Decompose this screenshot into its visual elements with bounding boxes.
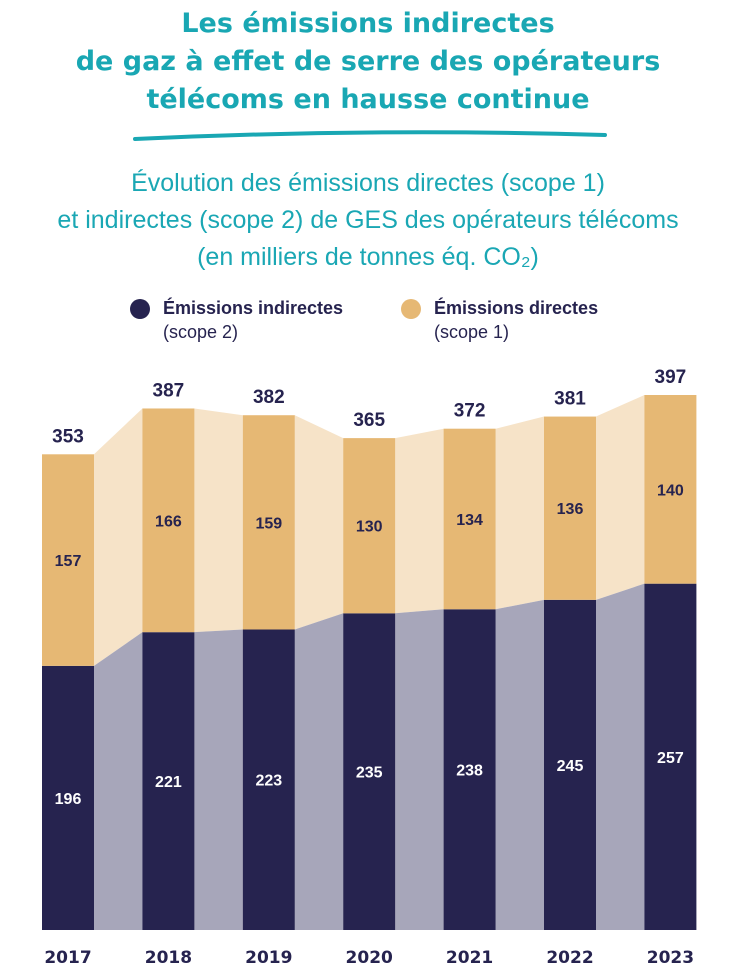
x-tick-label: 2017 [44,948,91,968]
legend-swatch [401,299,421,319]
x-tick-label: 2019 [245,948,292,968]
data-label-indirect: 235 [356,765,383,782]
bar-indirect [242,629,295,930]
title-line: de gaz à effet de serre des opérateurs [75,46,661,77]
data-label-direct: 166 [155,513,182,530]
indirect-connector-band [94,632,143,930]
data-label-direct: 136 [557,501,584,518]
subtitle-line: (en milliers de tonnes éq. CO₂) [197,243,539,271]
indirect-connector-band [294,613,344,930]
direct-connector-band [294,415,344,630]
legend-label: Émissions indirectes [163,298,344,318]
total-label: 365 [353,410,385,431]
main-title: Les émissions indirectes de gaz à effet … [0,5,736,119]
bar-indirect [343,613,396,930]
total-label: 353 [52,426,84,447]
direct-connector-band [596,395,645,600]
indirect-connector-band [596,583,645,930]
subtitle-line: et indirectes (scope 2) de GES des opéra… [57,206,679,234]
total-label: 387 [153,380,185,401]
legend-sublabel: (scope 1) [434,322,510,342]
indirect-connector-band [395,609,444,930]
total-label: 381 [554,389,586,410]
legend-item-direct: Émissions directes (scope 1) [401,296,599,344]
data-label-direct: 157 [55,553,82,570]
legend-swatch [130,299,150,319]
data-label-indirect: 257 [657,750,684,767]
total-label: 397 [655,367,687,388]
bar-indirect [42,665,94,930]
data-label-indirect: 245 [557,758,584,775]
legend-sublabel: (scope 2) [163,322,239,342]
direct-connector-band [194,408,243,633]
bar-direct [242,415,295,630]
bar-direct [443,428,496,610]
indirect-connector-band [495,599,544,930]
data-label-direct: 159 [255,515,282,532]
x-tick-label: 2023 [647,948,694,968]
indirect-connector-band [194,629,243,930]
bar-direct [343,438,396,614]
legend-item-indirect: Émissions indirectes (scope 2) [130,296,344,344]
title-line: télécoms en hausse continue [146,84,590,115]
x-tick-label: 2020 [346,948,393,968]
bar-indirect [544,599,596,930]
data-label-direct: 140 [657,482,684,499]
chart-subtitle: Évolution des émissions directes (scope … [0,165,736,276]
bar-indirect [142,632,195,930]
bar-direct [544,416,596,600]
bar-direct [644,395,697,584]
data-label-indirect: 196 [55,791,82,808]
x-tick-label: 2022 [546,948,593,968]
bar-direct [42,454,94,666]
subtitle-line: Évolution des émissions directes (scope … [131,169,605,197]
data-label-indirect: 221 [155,774,182,791]
x-tick-label: 2021 [446,948,493,968]
title-line: Les émissions indirectes [181,8,555,39]
title-underline [133,130,607,141]
bar-direct [142,408,195,633]
direct-connector-band [94,408,143,666]
bar-indirect [644,583,697,930]
data-label-indirect: 238 [456,763,483,780]
data-label-direct: 134 [456,512,483,529]
x-tick-label: 2018 [145,948,192,968]
direct-connector-band [395,428,444,614]
data-label-indirect: 223 [255,773,282,790]
direct-connector-band [495,416,544,610]
data-label-direct: 130 [356,519,383,536]
total-label: 372 [454,401,486,422]
legend-label: Émissions directes [434,298,599,318]
total-label: 382 [253,387,285,408]
bar-indirect [443,609,496,930]
